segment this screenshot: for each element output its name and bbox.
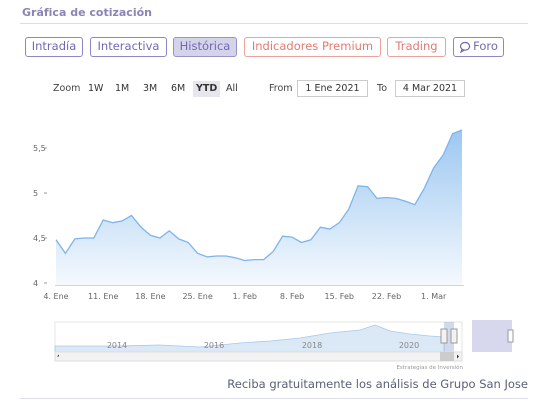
x-tick-label: 1. Feb — [233, 292, 257, 301]
credit: Estrategias de Inversión — [396, 364, 463, 371]
zoom-button[interactable]: YTD — [193, 81, 221, 97]
tab[interactable]: Trading — [387, 37, 446, 57]
range-box — [472, 320, 512, 352]
zoom-button[interactable]: 6M — [171, 83, 186, 94]
y-tick-label: 5,5 — [33, 144, 46, 153]
line — [55, 129, 463, 262]
navigator-label: 2014 — [107, 341, 127, 350]
divider — [20, 398, 528, 399]
area — [56, 130, 462, 285]
navigator-label: 2016 — [204, 341, 224, 350]
footer-text: Reciba gratuitamente los análisis de Gru… — [227, 377, 528, 391]
divider — [20, 23, 528, 24]
x-tick-label: 15. Feb — [325, 292, 354, 301]
x-tick-label: 4. Ene — [43, 292, 68, 301]
x-tick-label: 11. Ene — [88, 292, 118, 301]
forum-icon — [459, 41, 471, 53]
tab[interactable]: Histórica — [173, 37, 237, 57]
scrollbar[interactable] — [54, 351, 463, 362]
x-tick-label: 1. Mar — [421, 292, 447, 301]
tab[interactable]: Intradía — [25, 37, 83, 57]
page-title: Gráfica de cotización — [22, 6, 152, 19]
to-input[interactable]: 4 Mar 2021 — [395, 80, 465, 97]
x-tick-label: 25. Ene — [182, 292, 212, 301]
zoom-label: Zoom — [53, 83, 81, 94]
chart: 2014 2016 2018 2020 Estrategias de Inver… — [33, 129, 514, 371]
tab[interactable]: Interactiva — [90, 37, 167, 57]
tab[interactable]: Indicadores Premium — [244, 37, 381, 57]
x-tick-label: 18. Ene — [135, 292, 165, 301]
y-tick-label: 4 — [33, 279, 38, 288]
x-tick-label: 8. Feb — [280, 292, 304, 301]
tab-label: Foro — [473, 39, 498, 53]
range-handle[interactable] — [507, 329, 514, 343]
navigator-handle[interactable] — [440, 328, 448, 344]
y-tick-label: 4,5 — [33, 234, 46, 243]
tab[interactable]: Foro — [453, 37, 504, 57]
y-tick-label: 5 — [33, 189, 38, 198]
navigator-selection — [444, 322, 454, 352]
navigator-handle[interactable] — [450, 328, 458, 344]
from-input[interactable]: 1 Ene 2021 — [297, 80, 368, 97]
scrollbar-thumb[interactable] — [440, 352, 454, 361]
from-label: From — [269, 83, 293, 94]
navigator-label: 2020 — [399, 341, 419, 350]
zoom-button[interactable]: 3M — [143, 83, 158, 94]
navigator-label: 2018 — [302, 341, 322, 350]
zoom-button[interactable]: 1M — [115, 83, 130, 94]
zoom-button[interactable]: 1W — [88, 83, 104, 94]
x-tick-label: 22. Feb — [372, 292, 401, 301]
to-label: To — [377, 83, 388, 94]
zoom-button[interactable]: All — [226, 83, 238, 94]
